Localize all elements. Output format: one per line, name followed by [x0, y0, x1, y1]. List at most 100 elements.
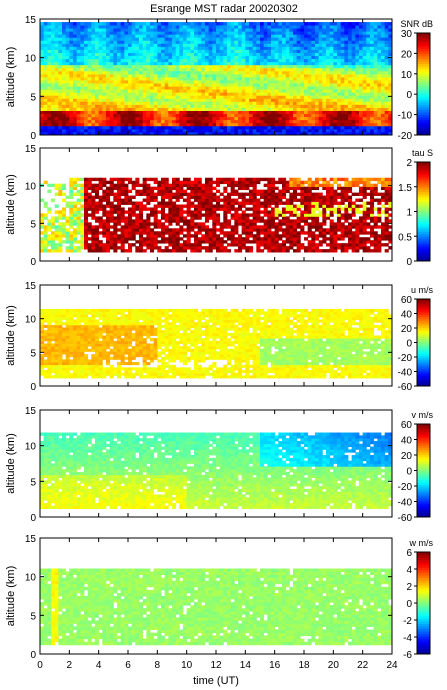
heatmap-cell — [366, 95, 371, 99]
heatmap-cell — [190, 22, 195, 26]
heatmap-cell — [227, 122, 232, 127]
heatmap-cell — [282, 189, 287, 193]
heatmap-cell — [274, 49, 279, 53]
heatmap-cell — [201, 86, 206, 90]
heatmap-cell — [113, 92, 118, 96]
heatmap-cell — [91, 86, 96, 90]
heatmap-cell — [183, 216, 188, 220]
heatmap-cell — [333, 80, 338, 84]
heatmap-cell — [311, 89, 316, 93]
heatmap-cell — [311, 86, 316, 90]
heatmap-cell — [113, 101, 118, 105]
heatmap-cell — [366, 34, 371, 38]
heatmap-cell — [131, 89, 136, 93]
heatmap-cell — [80, 37, 85, 41]
heatmap-cell — [106, 61, 111, 66]
heatmap-cell — [318, 110, 323, 115]
heatmap-cell — [102, 67, 107, 72]
heatmap-cell — [216, 95, 221, 99]
heatmap-cell — [146, 213, 151, 217]
heatmap-cell — [142, 58, 147, 63]
heatmap-cell — [194, 204, 199, 208]
heatmap-cell — [80, 73, 85, 78]
heatmap-cell — [326, 128, 331, 133]
heatmap-cell — [190, 204, 195, 208]
heatmap-cell — [135, 113, 140, 118]
colorbar-swatch — [417, 117, 430, 121]
heatmap-cell — [186, 49, 191, 53]
heatmap-cell — [208, 131, 213, 136]
heatmap-cell — [249, 89, 254, 93]
heatmap-cell — [311, 49, 316, 53]
heatmap-cell — [190, 213, 195, 217]
heatmap-cell — [91, 246, 96, 250]
heatmap-cell — [282, 125, 287, 130]
heatmap-cell — [340, 119, 345, 124]
heatmap-cell — [260, 243, 265, 247]
heatmap-cell — [58, 225, 63, 229]
heatmap-cell — [238, 107, 243, 111]
heatmap-cell — [161, 46, 166, 50]
heatmap-cell — [84, 222, 89, 226]
heatmap-cell — [322, 67, 327, 72]
colorbar-swatch — [417, 61, 430, 65]
heatmap-cell — [190, 216, 195, 220]
heatmap-cell — [142, 98, 147, 102]
heatmap-cell — [113, 219, 118, 223]
heatmap-cell — [95, 210, 100, 214]
heatmap-cell — [249, 49, 254, 53]
heatmap-cell — [307, 22, 312, 26]
heatmap-cell — [388, 25, 393, 29]
heatmap-cell — [311, 34, 316, 38]
heatmap-cell — [153, 204, 158, 208]
heatmap-cell — [249, 198, 254, 202]
heatmap-cell — [142, 240, 147, 244]
heatmap-cell — [370, 122, 375, 127]
heatmap-cell — [267, 98, 272, 102]
heatmap-cell — [190, 116, 195, 121]
heatmap-cell — [95, 237, 100, 241]
heatmap-cell — [223, 234, 228, 238]
heatmap-cell — [234, 243, 239, 247]
heatmap-cell — [142, 107, 147, 111]
heatmap-cell — [54, 234, 59, 238]
heatmap-cell — [120, 246, 125, 250]
heatmap-cell — [315, 119, 320, 124]
heatmap-cell — [256, 207, 261, 211]
heatmap-cell — [337, 34, 342, 38]
heatmap-cell — [84, 86, 89, 90]
heatmap-cell — [340, 101, 345, 105]
heatmap-cell — [179, 186, 184, 191]
heatmap-cell — [172, 216, 177, 220]
heatmap-cell — [135, 67, 140, 72]
heatmap-cell — [84, 107, 89, 111]
heatmap-cell — [285, 95, 290, 99]
heatmap-cell — [161, 25, 166, 29]
heatmap-cell — [271, 237, 276, 241]
colorbar-swatch — [417, 50, 430, 54]
heatmap-cell — [142, 70, 147, 75]
heatmap-cell — [205, 225, 210, 229]
colorbar-swatch — [417, 94, 430, 98]
heatmap-cell — [260, 195, 265, 199]
heatmap-cell — [256, 225, 261, 229]
heatmap-cell — [98, 180, 103, 185]
heatmap-cell — [322, 43, 327, 47]
heatmap-cell — [227, 192, 232, 196]
heatmap-cell — [69, 119, 74, 124]
heatmap-cell — [238, 73, 243, 78]
heatmap-cell — [267, 31, 272, 35]
heatmap-cell — [43, 64, 48, 69]
heatmap-cell — [69, 49, 74, 53]
heatmap-cell — [329, 98, 334, 102]
heatmap-cell — [234, 98, 239, 102]
heatmap-cell — [337, 95, 342, 99]
heatmap-cell — [326, 104, 331, 108]
heatmap-cell — [62, 34, 67, 38]
heatmap-cell — [153, 180, 158, 185]
heatmap-cell — [370, 28, 375, 32]
heatmap-cell — [230, 34, 235, 38]
heatmap-cell — [40, 86, 45, 90]
heatmap-cell — [278, 37, 283, 41]
heatmap-cell — [329, 131, 334, 136]
